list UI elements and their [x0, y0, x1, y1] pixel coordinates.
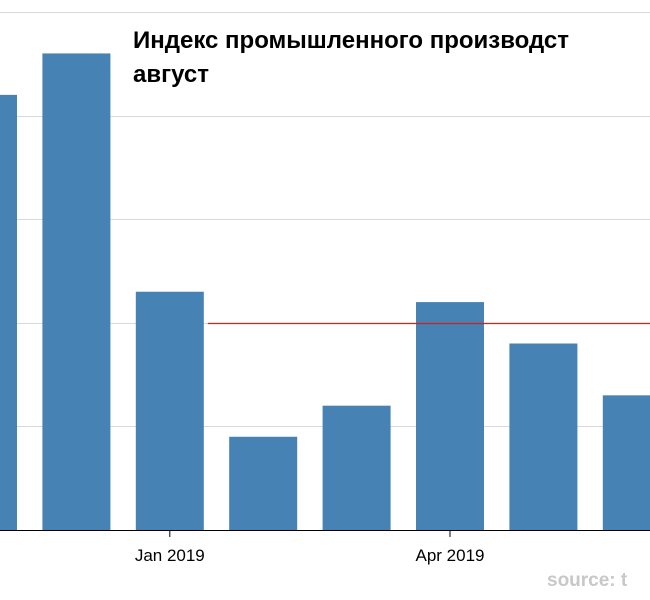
source-label: source: t [547, 570, 628, 591]
bar-feb-2019 [229, 436, 298, 530]
bar-may-2019 [509, 343, 578, 530]
x-tick-label: Apr 2019 [416, 546, 485, 565]
bar-jun-2019 [602, 395, 650, 530]
bar-dec-2018 [42, 53, 111, 530]
bar-apr-2019 [416, 302, 484, 530]
bar-jan-2019 [135, 291, 204, 530]
chart-title: Индекс промышленного производст август [133, 24, 650, 92]
x-tick-label: Jan 2019 [135, 546, 205, 565]
chart-title-line-1: Индекс промышленного производст [133, 27, 570, 54]
x-axis-ticks: Jan 2019 Apr 2019 [135, 530, 485, 565]
chart-title-line-2: август [133, 61, 209, 88]
bar-mar-2019 [322, 405, 391, 530]
bar-nov-2018 [0, 94, 17, 530]
bars [0, 53, 650, 530]
